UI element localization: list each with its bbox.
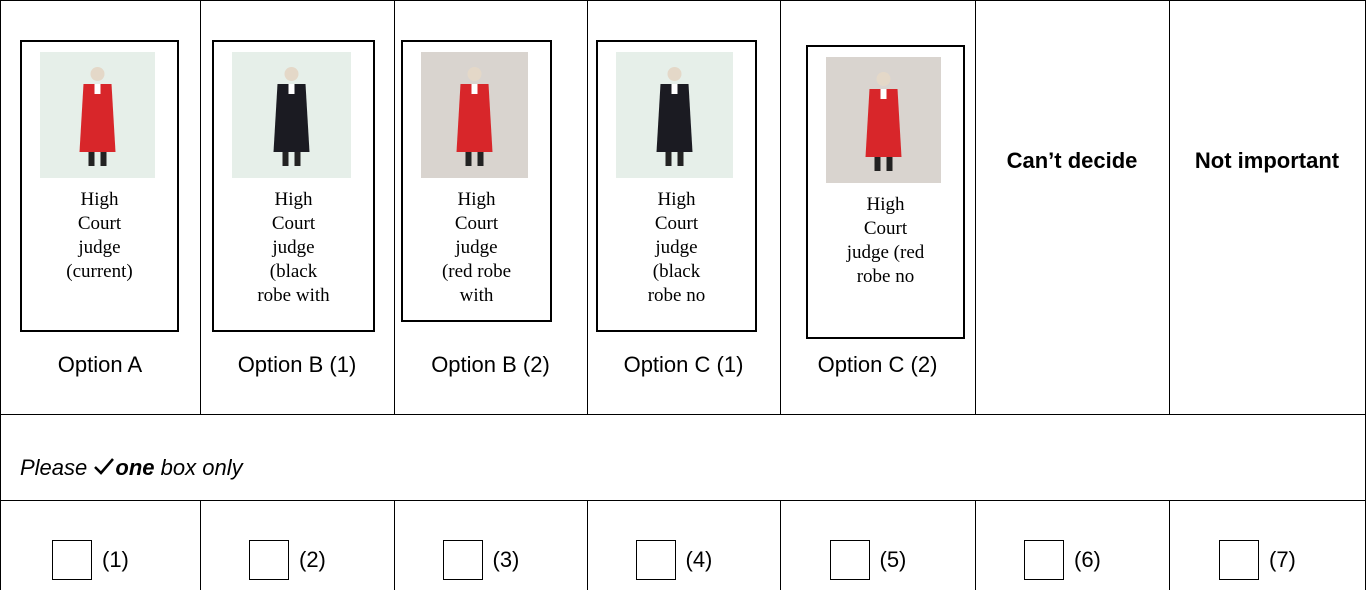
image-frame: High Court judge (black robe no <box>596 40 757 332</box>
judge-photo <box>232 52 351 178</box>
option-label: Option C (1) <box>623 352 744 377</box>
caption: High Court judge (red robe no <box>846 194 925 287</box>
checkbox[interactable] <box>52 540 92 580</box>
border <box>200 500 201 590</box>
tick-icon <box>94 458 115 475</box>
border <box>1365 0 1366 590</box>
image-frame: High Court judge (current) <box>20 40 179 332</box>
border <box>975 500 976 590</box>
image-frame: High Court judge (red robe with <box>401 40 552 322</box>
judge-photo <box>826 57 941 183</box>
instruction-bold: one <box>115 455 155 480</box>
option-label: Option C (2) <box>817 352 938 377</box>
caption: High Court judge (red robe with <box>441 189 512 306</box>
option-label: Option B (2) <box>431 352 550 377</box>
checkbox[interactable] <box>1024 540 1064 580</box>
checkbox[interactable] <box>829 540 870 580</box>
instruction-text: Please <box>20 455 88 480</box>
border <box>0 0 1 590</box>
border <box>780 500 781 590</box>
border <box>200 0 201 414</box>
option-number: (3) <box>492 547 520 572</box>
option-number: (5) <box>879 547 907 572</box>
border <box>587 500 588 590</box>
option-label: Option A <box>57 352 143 377</box>
border <box>975 0 976 414</box>
option-number: (4) <box>685 547 713 572</box>
option-number: (6) <box>1074 547 1101 572</box>
border <box>1169 0 1170 414</box>
instruction: Please one box only <box>20 455 243 481</box>
option-number: (1) <box>102 547 129 572</box>
checkbox[interactable] <box>635 540 676 580</box>
instruction-text: box only <box>160 455 243 480</box>
border <box>0 0 1366 1</box>
option-label: Option B (1) <box>237 352 357 377</box>
checkbox[interactable] <box>1219 540 1259 580</box>
caption: High Court judge (black robe no <box>647 189 706 306</box>
border <box>587 0 588 414</box>
caption: High Court judge (black robe with <box>257 189 330 306</box>
option-number: (7) <box>1269 547 1296 572</box>
option-number: (2) <box>299 547 326 572</box>
border <box>1169 500 1170 590</box>
border <box>0 500 1366 501</box>
checkbox[interactable] <box>442 540 483 580</box>
column-header: Not important <box>1194 148 1340 173</box>
checkbox[interactable] <box>249 540 289 580</box>
border <box>0 414 1366 415</box>
column-header: Can’t decide <box>1006 148 1138 173</box>
image-frame: High Court judge (red robe no <box>806 45 965 339</box>
caption: High Court judge (current) <box>66 189 133 282</box>
border <box>394 0 395 414</box>
judge-photo <box>616 52 733 178</box>
border <box>394 500 395 590</box>
border <box>780 0 781 414</box>
judge-photo <box>40 52 155 178</box>
image-frame: High Court judge (black robe with <box>212 40 375 332</box>
judge-photo <box>421 52 528 178</box>
